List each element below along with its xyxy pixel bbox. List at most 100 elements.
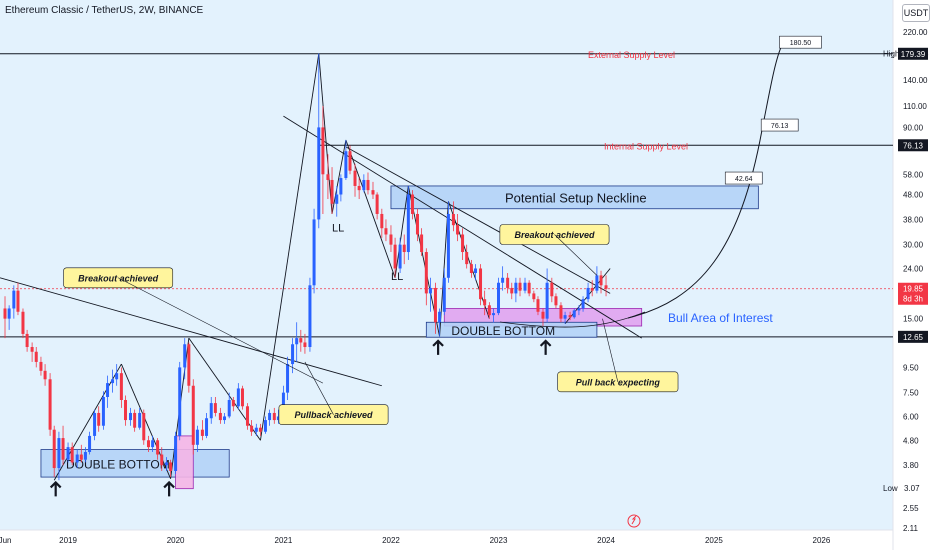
candle-body xyxy=(465,252,469,265)
candle-body xyxy=(446,213,450,278)
candle-body xyxy=(572,310,576,318)
target-label-box xyxy=(760,118,799,132)
x-tick-label: 2025 xyxy=(705,536,723,545)
candle-body xyxy=(501,277,505,283)
candle-body xyxy=(138,412,142,428)
candle-body xyxy=(389,234,393,245)
candle-body xyxy=(357,185,361,191)
callout-pointer xyxy=(602,318,619,382)
marker-label: LL xyxy=(332,222,344,234)
candle-body xyxy=(479,268,483,300)
zone xyxy=(390,185,759,210)
candle-body xyxy=(438,311,442,323)
x-tick-label: 2021 xyxy=(275,536,293,545)
candle-body xyxy=(236,388,240,407)
candle-body xyxy=(272,412,276,421)
candle-body xyxy=(299,338,303,343)
candle-body xyxy=(129,412,133,421)
callout-pointer xyxy=(304,361,334,415)
up-arrow-icon xyxy=(432,339,444,355)
trend-line xyxy=(318,53,333,214)
y-tick-label: 58.00 xyxy=(903,170,924,179)
candle-body xyxy=(415,213,419,235)
y-tick-label: 90.00 xyxy=(903,123,924,132)
price-label: 12.65 xyxy=(903,333,924,342)
candle-body xyxy=(442,277,446,312)
candle-body xyxy=(70,447,74,463)
candle-body xyxy=(497,282,501,314)
zone xyxy=(425,321,598,338)
candle-body xyxy=(164,462,168,466)
candle-body xyxy=(119,373,123,400)
trend-line xyxy=(345,139,396,278)
candle-body xyxy=(93,412,97,436)
trend-line xyxy=(260,53,320,441)
zone-label: Potential Setup Neckline xyxy=(505,190,647,205)
candle-body xyxy=(231,399,235,407)
candle-body xyxy=(245,406,249,426)
callout-text: Pull back expecting xyxy=(576,377,661,387)
target-label-box xyxy=(724,171,763,185)
candle-body xyxy=(97,412,101,426)
candle-body xyxy=(353,170,357,186)
candle-body xyxy=(424,252,428,294)
callout-text: Pullback achieved xyxy=(294,410,373,420)
candle-body xyxy=(218,412,222,421)
candle-body xyxy=(330,179,334,204)
y-tick-label: 110.00 xyxy=(903,102,927,111)
candle-body xyxy=(384,228,388,235)
candle-body xyxy=(541,311,545,319)
candle-body xyxy=(545,282,549,319)
candle-body xyxy=(3,308,7,319)
callout-box xyxy=(278,404,389,425)
currency-button[interactable]: USDT xyxy=(902,4,930,22)
candle-body xyxy=(428,287,432,294)
candle-body xyxy=(406,194,410,253)
candle-body xyxy=(57,438,61,469)
rounding-curve xyxy=(499,311,646,328)
candle-body xyxy=(321,127,325,175)
candle-body xyxy=(79,454,83,460)
candle-body xyxy=(581,299,585,309)
y-tick-label: 30.00 xyxy=(903,241,924,250)
chart-title: Ethereum Classic / TetherUS, 2W, BINANCE xyxy=(5,5,204,16)
candle-body xyxy=(433,287,437,323)
y-tick-label: 9.50 xyxy=(903,363,919,372)
x-tick-label: 2023 xyxy=(490,536,508,545)
price-label-bg xyxy=(898,139,928,152)
candle-body xyxy=(308,285,312,348)
candle-body xyxy=(518,282,522,291)
trend-line xyxy=(394,185,409,278)
callout-pointer xyxy=(118,277,324,384)
candle-body xyxy=(420,234,424,253)
candle-body xyxy=(483,299,487,306)
candle-body xyxy=(178,367,182,436)
candle-body xyxy=(523,282,527,291)
candle-body xyxy=(348,151,352,171)
candle-body xyxy=(586,287,590,300)
candle-body xyxy=(375,194,379,214)
candle-body xyxy=(536,299,540,312)
candle-body xyxy=(151,440,155,448)
y-tick-label: 38.00 xyxy=(903,215,924,224)
candle-body xyxy=(339,178,343,195)
candle-body xyxy=(223,416,227,421)
candle-body xyxy=(577,308,581,311)
candle-body xyxy=(474,268,478,274)
marker-label: LL xyxy=(391,271,403,283)
candle-body xyxy=(111,379,115,384)
candle-body xyxy=(75,454,79,463)
candle-body xyxy=(469,264,473,274)
candle-body xyxy=(510,287,514,294)
candle-body xyxy=(61,438,65,460)
candle-body xyxy=(52,429,56,469)
target-label: 76.13 xyxy=(771,123,789,130)
trend-line xyxy=(0,277,382,387)
candle-body xyxy=(30,347,34,352)
price-label-bg xyxy=(898,330,928,343)
countdown-label: 8d 3h xyxy=(903,295,923,304)
zone-label: DOUBLE BOTTOM xyxy=(451,324,555,338)
candle-body xyxy=(133,412,137,428)
candle-body xyxy=(12,290,16,309)
